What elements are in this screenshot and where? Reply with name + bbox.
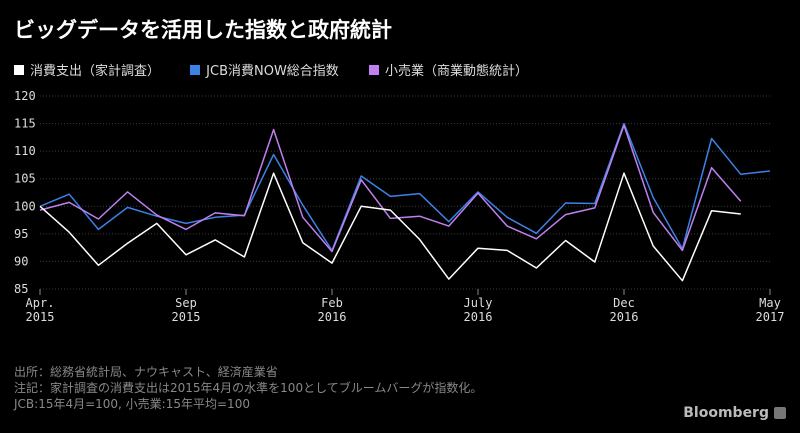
- x-tick-year-label: 2016: [318, 310, 347, 324]
- legend-item-consumption: 消費支出（家計調査）: [14, 60, 160, 79]
- x-axis: Apr.2015Sep2015Feb2016July2016Dec2016May…: [26, 289, 785, 324]
- source-note: 出所：総務省統計局、ナウキャスト、経済産業省: [14, 365, 278, 379]
- y-tick-label: 90: [14, 254, 28, 268]
- x-tick-label: Feb: [321, 296, 343, 310]
- x-tick-label: Dec: [613, 296, 635, 310]
- legend-item-retail: 小売業（商業動態統計）: [368, 60, 528, 79]
- legend-label-consumption: 消費支出（家計調査）: [30, 64, 161, 79]
- series-lines: [39, 122, 771, 282]
- series-line-consumption: [39, 172, 741, 282]
- series-line-jcb: [39, 122, 771, 252]
- base-note: JCB:15年4月=100, 小売業:15年平均=100: [14, 397, 250, 411]
- source-notes: 出所：総務省統計局、ナウキャスト、経済産業省 注記：家計調査の消費支出は2015…: [14, 364, 482, 412]
- x-tick-label: May: [759, 296, 781, 310]
- x-tick-year-label: 2016: [464, 310, 493, 324]
- y-tick-label: 100: [14, 199, 36, 213]
- legend-swatch-consumption: [14, 64, 24, 75]
- x-tick-year-label: 2015: [172, 310, 201, 324]
- x-tick-label: Sep: [175, 296, 197, 310]
- x-tick-label: Apr.: [26, 296, 55, 310]
- y-tick-label: 85: [14, 282, 28, 296]
- series-line-retail: [39, 124, 742, 253]
- y-tick-label: 105: [14, 172, 36, 186]
- y-tick-label: 120: [14, 89, 36, 103]
- chart-icon: [774, 407, 786, 419]
- legend-swatch-jcb: [190, 64, 201, 75]
- legend-swatch-retail: [368, 64, 379, 75]
- legend-label-retail: 小売業（商業動態統計）: [384, 64, 528, 79]
- x-tick-year-label: 2017: [756, 310, 785, 324]
- x-tick-year-label: 2016: [610, 310, 639, 324]
- y-tick-label: 95: [14, 227, 28, 241]
- y-tick-label: 115: [14, 117, 36, 131]
- bloomberg-logo: Bloomberg: [683, 405, 786, 421]
- legend-item-jcb: JCB消費NOW総合指数: [190, 60, 339, 79]
- x-tick-label: July: [464, 296, 493, 310]
- method-note: 注記：家計調査の消費支出は2015年4月の水準を100としてブルームバーグが指数…: [14, 381, 483, 395]
- legend-label-jcb: JCB消費NOW総合指数: [206, 64, 339, 79]
- y-axis: 85 90 95 100 105 110 115 120: [14, 89, 36, 296]
- legend: 消費支出（家計調査） JCB消費NOW総合指数 小売業（商業動態統計）: [14, 60, 554, 79]
- grid-lines: [40, 95, 770, 290]
- x-tick-year-label: 2015: [26, 310, 55, 324]
- y-tick-label: 110: [14, 144, 36, 158]
- chart-title: ビッグデータを活用した指数と政府統計: [14, 18, 392, 42]
- brand-text: Bloomberg: [683, 405, 769, 421]
